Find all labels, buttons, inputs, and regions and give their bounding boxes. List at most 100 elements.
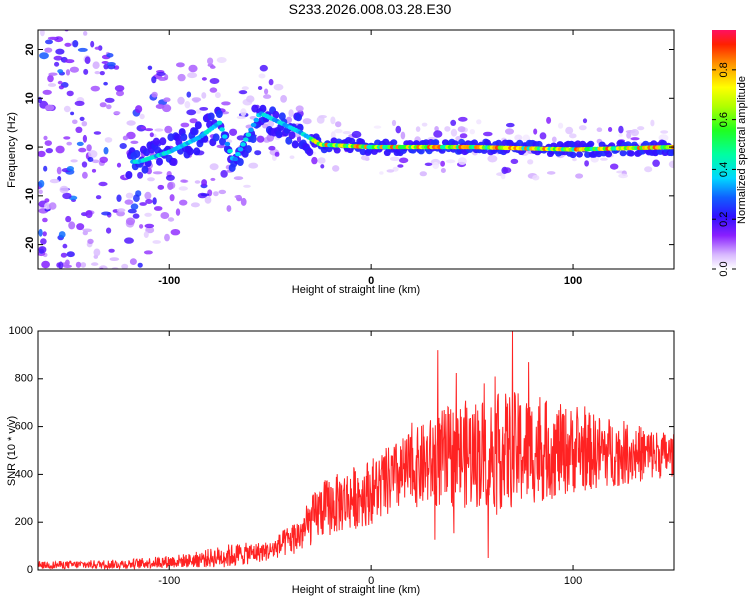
spectrogram-cell <box>644 166 653 173</box>
spectrogram-cell <box>141 165 149 174</box>
spectrogram-cell <box>191 127 199 136</box>
snr-ytick-label: 400 <box>15 468 33 480</box>
spectrogram-cell <box>66 251 75 258</box>
spectrogram-cell <box>45 104 55 111</box>
spectrogram-cell <box>41 260 50 269</box>
spectrogram-cell <box>335 121 342 128</box>
spectrogram-cell <box>248 127 254 132</box>
spectrogram-cell <box>243 137 249 142</box>
spectrogram-cell <box>397 164 404 168</box>
spectrogram-cell <box>391 119 397 127</box>
spectrogram-cell <box>95 195 102 200</box>
spectrogram-cell <box>41 24 45 28</box>
spectrogram-cell <box>72 40 79 48</box>
spectrogram-cell <box>487 155 498 163</box>
spectrogram-cell <box>239 90 248 95</box>
spectrogram-cell <box>75 261 82 268</box>
spectrogram-xtick-label: 0 <box>368 275 374 287</box>
spectrogram-cell <box>212 133 220 142</box>
spectrogram-cell <box>65 69 71 76</box>
spectrogram-cell <box>55 145 65 154</box>
colorbar-tick-label: 0.4 <box>718 162 730 177</box>
spectrogram-cell <box>124 237 134 244</box>
spectrogram-cell <box>233 176 244 181</box>
spectrogram-cell <box>85 210 93 219</box>
spectrogram-cell <box>180 122 190 128</box>
spectrogram-cell <box>60 252 67 258</box>
spectrogram-cell <box>330 131 336 140</box>
spectrogram-cell <box>400 131 406 140</box>
spectrogram-cell <box>151 76 157 84</box>
spectrogram-cell <box>152 137 160 146</box>
spectrogram-cell <box>62 243 68 249</box>
colorbar-tick-label: 0.2 <box>718 212 730 227</box>
spectrogram-cell <box>248 162 259 169</box>
spectrogram-cell <box>137 262 143 268</box>
spectrogram-cell <box>74 100 85 106</box>
spectrogram-cell <box>116 194 122 202</box>
spectrogram-cell <box>162 104 172 113</box>
spectrogram-cell <box>164 233 170 242</box>
spectrogram-cell <box>92 159 100 164</box>
spectrogram-cell <box>103 81 108 86</box>
spectrogram-cell <box>582 118 588 124</box>
spectrogram-cell <box>44 47 53 53</box>
spectrogram-cell <box>165 174 175 181</box>
spectrogram-cell <box>390 139 398 146</box>
spectrogram-cell <box>64 42 72 47</box>
spectrogram-cell <box>227 148 233 154</box>
spectrogram-cell <box>121 263 129 269</box>
spectrogram-cell <box>147 177 155 182</box>
spectrogram-cell <box>57 69 64 74</box>
spectrogram-cell <box>334 128 343 134</box>
spectrogram-cell <box>99 156 108 163</box>
spectrogram-cell <box>398 157 409 164</box>
spectrogram-cell <box>434 126 439 132</box>
spectrogram-cell <box>432 139 440 146</box>
spectrogram-cell <box>240 142 246 147</box>
spectrogram-cell <box>236 115 247 120</box>
spectrogram-cell <box>587 140 595 148</box>
spectrogram-cell <box>133 194 140 202</box>
spectrogram-cell <box>215 92 221 99</box>
spectrogram-cell <box>218 189 227 195</box>
spectrogram-cell <box>258 73 266 79</box>
spectrogram-xlabel: Height of straight line (km) <box>292 284 420 296</box>
spectrogram-cell <box>194 121 202 130</box>
spectrogram-cell <box>630 137 640 141</box>
spectrogram-cell <box>216 144 226 149</box>
spectrogram-cell <box>157 184 165 190</box>
spectrogram-cell <box>184 101 191 109</box>
spectrogram-cell <box>85 273 90 276</box>
spectrogram-cell <box>187 72 198 79</box>
colorbar-ticks: 0.0 0.2 0.4 0.6 0.8 <box>712 62 736 277</box>
spectrogram-cell <box>44 140 52 147</box>
spectrogram-cell <box>342 131 352 135</box>
spectrogram-cell <box>551 136 557 143</box>
spectrogram-cell <box>46 271 52 275</box>
spectrogram-cell <box>216 120 223 126</box>
spectrogram-cell <box>108 248 115 253</box>
spectrogram-cell <box>80 262 87 268</box>
spectrogram-cell <box>68 281 74 288</box>
spectrogram-cell <box>207 57 214 65</box>
spectrogram-cell <box>267 120 275 128</box>
spectrogram-cell <box>101 271 110 275</box>
spectrogram-cell <box>143 231 149 239</box>
spectrogram-cell <box>130 203 139 210</box>
spectrogram-cell <box>584 160 589 167</box>
spectrogram-cell <box>144 128 154 132</box>
spectrogram-cell <box>237 147 244 152</box>
spectrogram-cell <box>569 151 577 159</box>
spectrogram-ytick-label: 0 <box>24 144 36 150</box>
snr-xtick-label: -100 <box>158 575 180 587</box>
spectrogram-cell <box>66 90 74 97</box>
spectrogram-cell <box>163 97 171 102</box>
spectrogram-cell <box>243 184 251 188</box>
spectrogram-cell <box>47 36 58 40</box>
spectrogram-cell <box>249 135 257 143</box>
spectrogram-cell <box>154 128 164 132</box>
spectrogram-cell <box>193 147 201 156</box>
